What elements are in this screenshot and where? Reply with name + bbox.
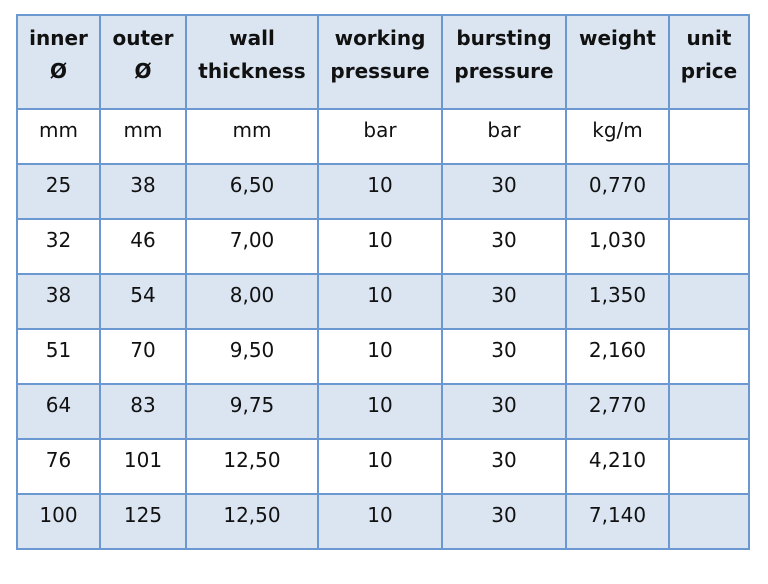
header-line: wall <box>229 26 275 50</box>
header-line: thickness <box>198 59 306 83</box>
data-cell: 100 <box>16 493 101 550</box>
data-cell: 10 <box>317 438 443 495</box>
unit-cell: bar <box>441 108 567 165</box>
header-cell: unit price <box>668 14 750 110</box>
header-cell: bursting pressure <box>441 14 567 110</box>
empty-cell <box>668 108 750 165</box>
data-cell: 46 <box>99 218 187 275</box>
data-cell: 9,50 <box>185 328 319 385</box>
data-row: 100 125 12,50 10 30 7,140 <box>16 493 750 550</box>
data-cell: 6,50 <box>185 163 319 220</box>
price-cell <box>668 438 750 495</box>
header-cell: inner Ø <box>16 14 101 110</box>
data-cell: 30 <box>441 218 567 275</box>
data-row: 76 101 12,50 10 30 4,210 <box>16 438 750 495</box>
price-cell <box>668 218 750 275</box>
data-cell: 30 <box>441 163 567 220</box>
unit-cell: bar <box>317 108 443 165</box>
price-cell <box>668 383 750 440</box>
unit-cell: mm <box>16 108 101 165</box>
data-cell: 30 <box>441 328 567 385</box>
price-cell <box>668 328 750 385</box>
data-cell: 10 <box>317 493 443 550</box>
data-cell: 7,140 <box>565 493 670 550</box>
data-cell: 9,75 <box>185 383 319 440</box>
header-line: pressure <box>454 59 554 83</box>
data-row: 64 83 9,75 10 30 2,770 <box>16 383 750 440</box>
data-cell: 10 <box>317 328 443 385</box>
data-cell: 30 <box>441 383 567 440</box>
header-line: working <box>334 26 426 50</box>
header-cell: working pressure <box>317 14 443 110</box>
header-cell: weight <box>565 14 670 110</box>
data-cell: 1,350 <box>565 273 670 330</box>
header-line: inner <box>29 26 88 50</box>
data-cell: 10 <box>317 163 443 220</box>
data-cell: 12,50 <box>185 493 319 550</box>
units-row: mm mm mm bar bar kg/m <box>16 108 750 165</box>
data-cell: 125 <box>99 493 187 550</box>
data-cell: 70 <box>99 328 187 385</box>
header-line: weight <box>578 26 656 50</box>
data-row: 51 70 9,50 10 30 2,160 <box>16 328 750 385</box>
header-line: pressure <box>330 59 430 83</box>
header-line: Ø <box>49 59 67 83</box>
data-cell: 1,030 <box>565 218 670 275</box>
data-cell: 10 <box>317 273 443 330</box>
data-cell: 30 <box>441 438 567 495</box>
unit-cell: mm <box>99 108 187 165</box>
data-cell: 76 <box>16 438 101 495</box>
data-cell: 83 <box>99 383 187 440</box>
unit-cell: mm <box>185 108 319 165</box>
data-cell: 8,00 <box>185 273 319 330</box>
data-cell: 54 <box>99 273 187 330</box>
data-cell: 38 <box>16 273 101 330</box>
data-cell: 4,210 <box>565 438 670 495</box>
price-cell <box>668 163 750 220</box>
header-line: outer <box>112 26 174 50</box>
data-row: 25 38 6,50 10 30 0,770 <box>16 163 750 220</box>
data-cell: 32 <box>16 218 101 275</box>
data-cell: 12,50 <box>185 438 319 495</box>
data-cell: 2,770 <box>565 383 670 440</box>
data-cell: 7,00 <box>185 218 319 275</box>
price-cell <box>668 493 750 550</box>
data-cell: 2,160 <box>565 328 670 385</box>
data-cell: 0,770 <box>565 163 670 220</box>
data-cell: 30 <box>441 493 567 550</box>
data-row: 38 54 8,00 10 30 1,350 <box>16 273 750 330</box>
price-cell <box>668 273 750 330</box>
data-cell: 30 <box>441 273 567 330</box>
header-line: bursting <box>456 26 552 50</box>
data-row: 32 46 7,00 10 30 1,030 <box>16 218 750 275</box>
header-line: Ø <box>134 59 152 83</box>
data-cell: 38 <box>99 163 187 220</box>
data-cell: 10 <box>317 218 443 275</box>
header-line: unit <box>686 26 732 50</box>
header-cell: wall thickness <box>185 14 319 110</box>
data-cell: 64 <box>16 383 101 440</box>
unit-cell: kg/m <box>565 108 670 165</box>
data-cell: 25 <box>16 163 101 220</box>
header-cell: outer Ø <box>99 14 187 110</box>
data-cell: 51 <box>16 328 101 385</box>
header-line: price <box>680 59 738 83</box>
data-cell: 10 <box>317 383 443 440</box>
data-cell: 101 <box>99 438 187 495</box>
